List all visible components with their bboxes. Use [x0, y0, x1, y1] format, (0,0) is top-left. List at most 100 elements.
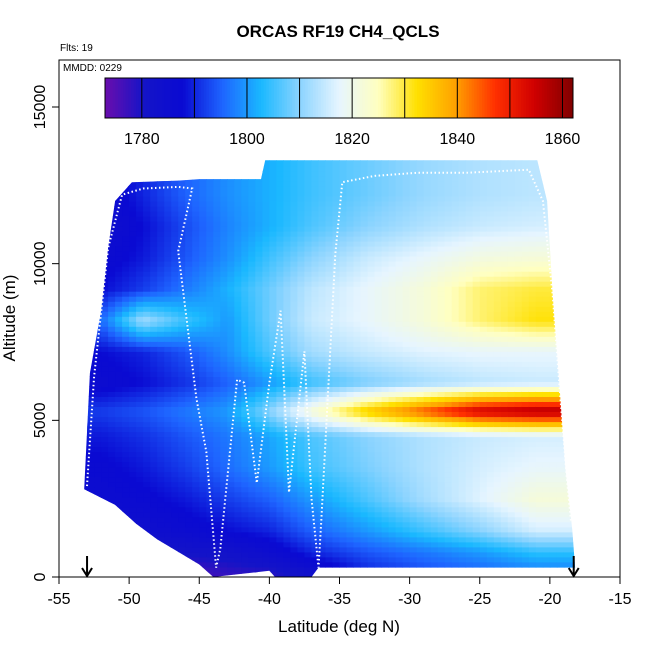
heatmap-cell	[311, 466, 319, 473]
heatmap-cell	[339, 191, 347, 197]
heatmap-cell	[213, 231, 221, 237]
heatmap-cell	[388, 531, 397, 538]
heatmap-cell	[164, 226, 172, 232]
heatmap-cell	[290, 351, 298, 357]
heatmap-cell	[304, 521, 312, 528]
heatmap-cell	[395, 556, 404, 563]
heatmap-cell	[423, 180, 432, 187]
heatmap-cell	[381, 456, 390, 463]
heatmap-cell	[423, 411, 432, 418]
heatmap-cell	[304, 336, 312, 342]
heatmap-cell	[290, 436, 298, 443]
heatmap-cell	[248, 175, 256, 182]
heatmap-cell	[360, 401, 368, 407]
heatmap-cell	[339, 356, 347, 362]
heatmap-cell	[241, 175, 249, 182]
heatmap-cell	[206, 246, 214, 252]
heatmap-cell	[311, 216, 319, 222]
heatmap-cell	[353, 451, 361, 458]
heatmap-cell	[84, 536, 88, 543]
heatmap-cell	[234, 281, 242, 287]
heatmap-cell	[192, 416, 200, 423]
heatmap-cell	[290, 296, 298, 302]
heatmap-cell	[402, 231, 411, 237]
heatmap-cell	[269, 361, 277, 367]
heatmap-cell	[444, 496, 453, 503]
heatmap-cell	[360, 521, 368, 528]
heatmap-cell	[185, 256, 193, 262]
heatmap-cell	[192, 381, 200, 387]
heatmap-cell	[269, 481, 277, 488]
heatmap-cell	[213, 466, 221, 473]
heatmap-cell	[353, 201, 361, 207]
heatmap-cell	[171, 180, 179, 187]
heatmap-cell	[332, 511, 340, 518]
heatmap-cell	[255, 551, 263, 558]
heatmap-cell	[283, 536, 291, 543]
heatmap-cell	[409, 476, 418, 483]
heatmap-cell	[143, 446, 151, 453]
heatmap-cell	[255, 196, 263, 202]
heatmap-cell	[143, 466, 151, 473]
heatmap-cell	[402, 316, 411, 322]
heatmap-cell	[185, 401, 193, 407]
heatmap-cell	[332, 446, 340, 453]
heatmap-cell	[87, 476, 95, 483]
heatmap-cell	[234, 246, 242, 252]
heatmap-cell	[346, 466, 354, 473]
heatmap-cell	[402, 536, 411, 543]
heatmap-cell	[402, 461, 411, 468]
heatmap-cell	[381, 551, 390, 558]
heatmap-cell	[255, 511, 263, 518]
heatmap-cell	[465, 536, 474, 543]
heatmap-cell	[304, 401, 312, 407]
heatmap-cell	[94, 301, 102, 307]
heatmap-cell	[290, 526, 298, 533]
heatmap-cell	[311, 221, 319, 227]
heatmap-cell	[87, 511, 95, 518]
heatmap-cell	[360, 431, 368, 438]
heatmap-cell	[353, 346, 361, 352]
heatmap-cell	[234, 326, 242, 332]
heatmap-cell	[444, 406, 453, 412]
heatmap-cell	[402, 306, 411, 312]
heatmap-cell	[430, 180, 439, 187]
heatmap-cell	[290, 221, 298, 227]
heatmap-cell	[332, 371, 340, 377]
heatmap-cell	[136, 356, 144, 362]
heatmap-cell	[325, 231, 333, 237]
heatmap-cell	[430, 391, 439, 397]
heatmap-cell	[150, 356, 158, 362]
heatmap-cell	[227, 175, 235, 182]
heatmap-cell	[374, 196, 383, 202]
heatmap-cell	[409, 331, 418, 337]
heatmap-cell	[437, 471, 446, 478]
heatmap-cell	[84, 281, 88, 287]
heatmap-cell	[108, 226, 116, 232]
heatmap-cell	[206, 256, 214, 262]
heatmap-cell	[318, 351, 326, 357]
heatmap-cell	[262, 496, 270, 503]
heatmap-cell	[430, 186, 439, 192]
heatmap-cell	[122, 236, 130, 242]
heatmap-cell	[199, 261, 207, 267]
heatmap-cell	[430, 226, 439, 232]
heatmap-cell	[164, 461, 172, 468]
heatmap-cell	[444, 196, 453, 202]
heatmap-cell	[388, 391, 397, 397]
heatmap-cell	[332, 170, 340, 177]
heatmap-cell	[255, 361, 263, 367]
heatmap-cell	[430, 201, 439, 207]
heatmap-cell	[185, 381, 193, 387]
heatmap-cell	[479, 491, 488, 498]
heatmap-cell	[157, 331, 165, 337]
heatmap-cell	[101, 381, 109, 387]
heatmap-cell	[297, 351, 305, 357]
heatmap-cell	[101, 180, 109, 187]
heatmap-cell	[115, 291, 123, 297]
heatmap-cell	[269, 531, 277, 538]
heatmap-cell	[206, 506, 214, 513]
heatmap-cell	[444, 276, 453, 282]
heatmap-cell	[304, 231, 312, 237]
heatmap-cell	[262, 526, 270, 533]
